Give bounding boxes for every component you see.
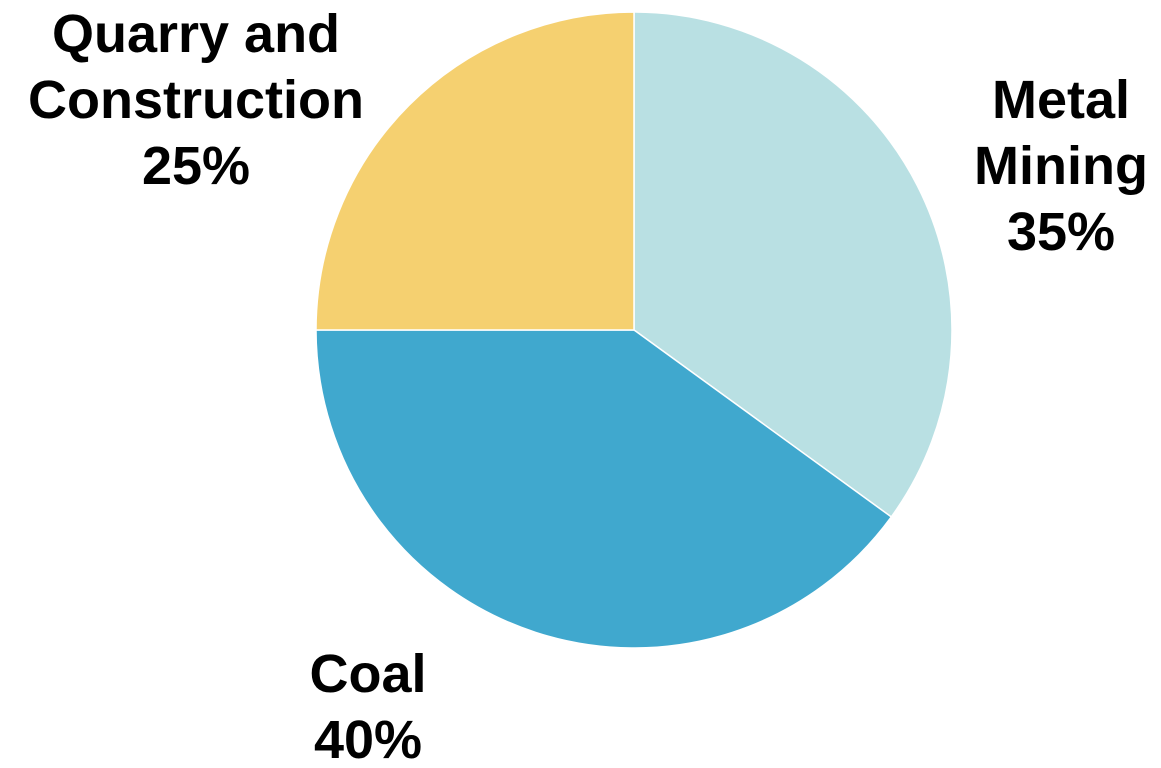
slice-name-label: Coal bbox=[309, 644, 426, 704]
pie-slice-coal bbox=[315, 329, 893, 649]
pie-slices bbox=[315, 11, 953, 649]
slice-label-quarry-and-construction: Quarry and Construction 25% bbox=[28, 4, 364, 196]
slice-label-coal: Coal 40% bbox=[309, 644, 426, 768]
slice-name-label: Mining bbox=[974, 136, 1148, 196]
slice-value-label: 35% bbox=[1007, 202, 1115, 262]
slice-value-label: 40% bbox=[314, 710, 422, 768]
slice-label-metal-mining: Metal Mining 35% bbox=[974, 70, 1148, 262]
slice-name-label: Construction bbox=[28, 70, 364, 130]
pie-slice-quarry-and-construction bbox=[315, 11, 635, 331]
slice-value-label: 25% bbox=[142, 136, 250, 196]
pie-slice-metal-mining bbox=[633, 11, 953, 518]
slice-name-label: Metal bbox=[992, 70, 1130, 130]
pie-labels: Metal Mining 35% Coal 40% Quarry and Construct… bbox=[28, 4, 1148, 768]
slice-name-label: Quarry and bbox=[52, 4, 340, 64]
